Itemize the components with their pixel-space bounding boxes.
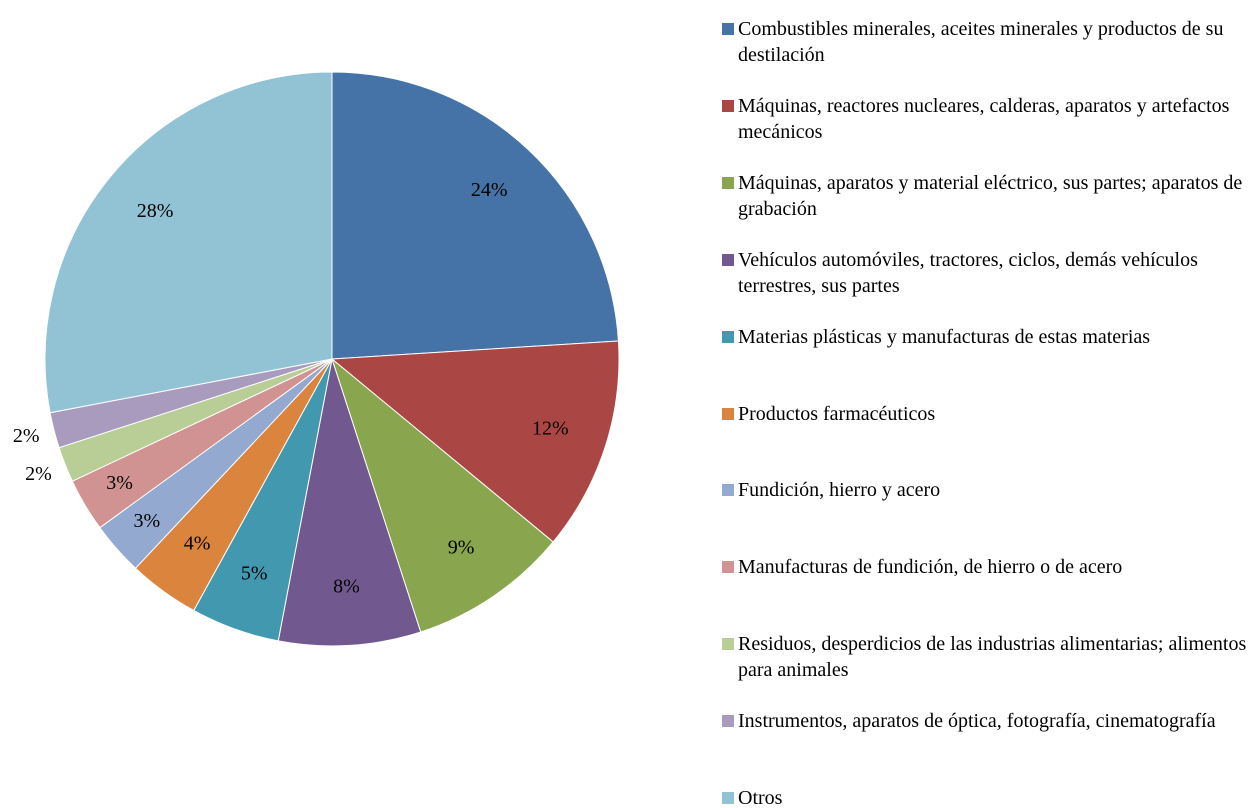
data-label: 28% bbox=[137, 200, 174, 222]
data-label: 3% bbox=[106, 472, 133, 494]
legend-swatch bbox=[722, 253, 734, 266]
legend-item: Productos farmacéuticos bbox=[722, 401, 1252, 427]
legend-swatch bbox=[722, 176, 734, 189]
pie-area: 24% 12% 9% 8% 5% 4% 3%3% 2% 2% 28% bbox=[13, 71, 620, 647]
legend-label: Otros bbox=[738, 787, 783, 808]
legend-swatch bbox=[722, 792, 734, 804]
legend-item: Vehículos automóviles, tractores, ciclos… bbox=[722, 247, 1252, 299]
legend-swatch bbox=[722, 407, 734, 420]
legend-swatch bbox=[722, 99, 734, 112]
data-label: 12% bbox=[532, 418, 569, 440]
legend-label: Vehículos automóviles, tractores, ciclos… bbox=[738, 248, 1198, 297]
legend-item: Máquinas, aparatos y material eléctrico,… bbox=[722, 170, 1252, 222]
legend-label: Manufacturas de fundición, de hierro o d… bbox=[738, 556, 1123, 579]
legend-label: Combustibles minerales, aceites minerale… bbox=[738, 18, 1224, 66]
legend-label: Materias plásticas y manufacturas de est… bbox=[738, 325, 1151, 348]
legend-label: Residuos, desperdicios de las industrias… bbox=[738, 633, 1247, 682]
pie-slice bbox=[330, 357, 554, 633]
legend-item: Materias plásticas y manufacturas de est… bbox=[722, 324, 1252, 350]
legend-label: Instrumentos, aparatos de óptica, fotogr… bbox=[738, 710, 1216, 733]
legend-label: Productos farmacéuticos bbox=[738, 402, 936, 425]
legend-label: Máquinas, reactores nucleares, calderas,… bbox=[738, 94, 1230, 143]
legend-swatch bbox=[722, 484, 734, 497]
legend-item: Instrumentos, aparatos de óptica, fotogr… bbox=[722, 708, 1252, 734]
data-label: 4% bbox=[184, 532, 211, 554]
legend-swatch bbox=[722, 23, 734, 35]
legend-label: Fundición, hierro y acero bbox=[738, 479, 941, 502]
data-label: 2% bbox=[25, 463, 52, 485]
data-label: 5% bbox=[241, 563, 268, 585]
data-label: 3% bbox=[134, 510, 161, 532]
legend-swatch bbox=[722, 561, 734, 574]
legend-item: Combustibles minerales, aceites minerale… bbox=[722, 16, 1252, 68]
legend-label: Máquinas, aparatos y material eléctrico,… bbox=[738, 171, 1243, 220]
legend-item: Otros bbox=[722, 785, 1252, 808]
pie-slice bbox=[330, 340, 620, 543]
data-label: 8% bbox=[333, 576, 360, 598]
data-label: 24% bbox=[471, 179, 508, 201]
legend-item: Fundición, hierro y acero bbox=[722, 477, 1252, 503]
legend-swatch bbox=[722, 330, 734, 343]
legend-item: Manufacturas de fundición, de hierro o d… bbox=[722, 554, 1252, 580]
pie-slice bbox=[331, 71, 619, 360]
pie-slice bbox=[44, 71, 333, 414]
legend-item: Máquinas, reactores nucleares, calderas,… bbox=[722, 93, 1252, 145]
data-label: 9% bbox=[448, 536, 475, 558]
legend-swatch bbox=[722, 638, 734, 651]
pie-slice bbox=[277, 358, 422, 647]
legend-item: Residuos, desperdicios de las industrias… bbox=[722, 631, 1252, 683]
legend-swatch bbox=[722, 715, 734, 728]
data-label: 2% bbox=[13, 425, 40, 447]
